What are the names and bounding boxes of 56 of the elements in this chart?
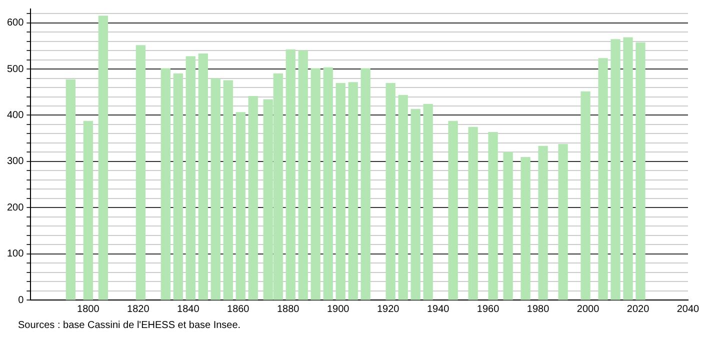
bar — [198, 53, 208, 300]
bar — [468, 126, 478, 300]
x-tick-label: 1820 — [127, 304, 150, 315]
bar — [386, 83, 396, 300]
y-tick-label: 100 — [6, 248, 24, 260]
bar — [360, 68, 370, 300]
bar — [423, 104, 433, 300]
bar — [503, 152, 513, 300]
bar — [173, 73, 183, 300]
bar — [558, 144, 568, 300]
bar — [636, 42, 646, 300]
y-tick-label: 0 — [18, 294, 24, 306]
y-tick-label: 400 — [6, 110, 24, 121]
bar — [98, 16, 108, 300]
bar — [488, 132, 498, 300]
x-tick-label: 2040 — [676, 304, 700, 315]
bar — [236, 112, 246, 300]
bar — [520, 156, 530, 300]
x-tick-label: 2020 — [626, 304, 650, 315]
bar — [410, 108, 420, 300]
bar — [310, 68, 320, 300]
bar — [448, 120, 458, 300]
bar — [336, 83, 346, 300]
bar — [286, 49, 296, 300]
x-tick-label: 1800 — [77, 304, 100, 315]
y-tick-label: 500 — [6, 64, 24, 75]
bar — [66, 79, 76, 300]
bar — [580, 91, 590, 300]
bar — [136, 45, 146, 300]
x-tick-label: 2000 — [576, 304, 600, 315]
x-tick-label: 1920 — [376, 304, 400, 315]
bar — [223, 80, 233, 300]
bar — [160, 68, 170, 300]
bar — [83, 120, 93, 300]
y-tick-label: 300 — [6, 156, 24, 168]
bar — [398, 95, 408, 300]
bar — [323, 67, 333, 300]
bar — [210, 78, 220, 300]
x-tick-label: 1880 — [276, 304, 300, 315]
x-tick-label: 1860 — [227, 304, 250, 315]
bar — [348, 82, 358, 300]
y-tick-label: 600 — [6, 18, 24, 29]
bar — [538, 146, 548, 300]
bar — [623, 37, 633, 300]
x-tick-label: 1840 — [177, 304, 200, 315]
bar — [186, 56, 196, 300]
x-tick-label: 1980 — [526, 304, 550, 315]
x-tick-label: 1900 — [326, 304, 350, 315]
bar — [598, 58, 608, 300]
y-tick-label: 200 — [6, 202, 24, 214]
bar — [248, 96, 258, 300]
x-tick-label: 1960 — [476, 304, 500, 315]
bar — [610, 39, 620, 300]
x-tick-label: 1940 — [426, 304, 450, 315]
source-note: Sources : base Cassini de l'EHESS et base Insee. — [17, 320, 242, 331]
bar — [298, 50, 308, 300]
